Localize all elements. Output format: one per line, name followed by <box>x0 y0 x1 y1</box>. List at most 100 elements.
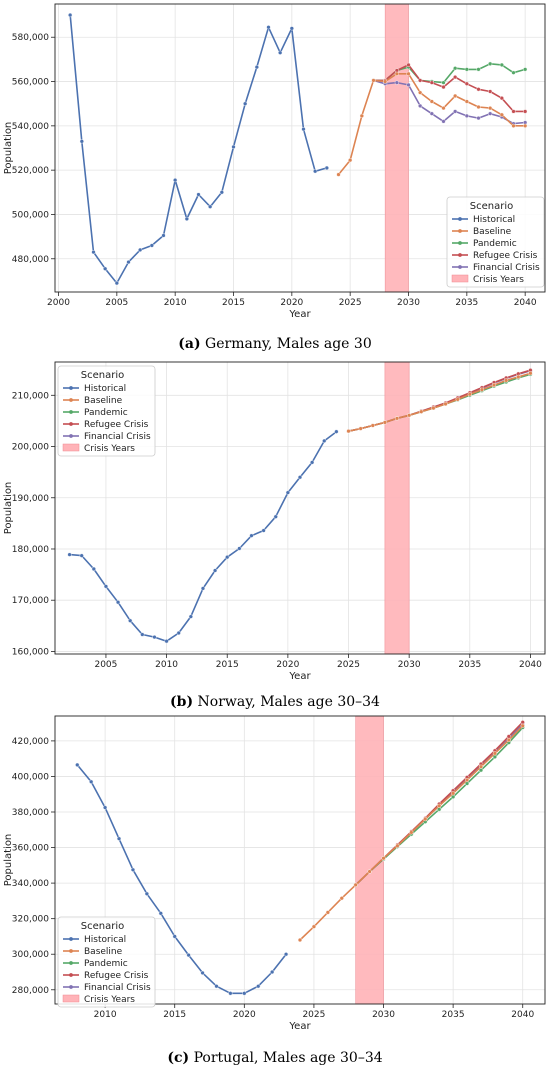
legend-marker-refugee-crisis <box>458 253 462 257</box>
chart-panel-germany: 2000 2005 2010 2015 2020 2025 2030 2035 2040 480,… <box>0 0 550 360</box>
data-point <box>528 371 533 376</box>
data-point <box>488 106 493 111</box>
data-point <box>441 84 446 90</box>
x-tick-label: 2040 <box>519 660 542 670</box>
data-point <box>126 259 131 265</box>
data-point <box>242 991 247 996</box>
legend-label-pandemic: Pandemic <box>473 239 517 249</box>
data-point <box>188 614 193 619</box>
data-point <box>511 123 516 128</box>
legend-label-crisis-years: Crisis Years <box>84 995 135 1005</box>
legend-label-financial-crisis: Financial Crisis <box>84 432 151 442</box>
data-point <box>476 67 481 72</box>
data-point <box>91 250 96 255</box>
data-point <box>419 409 424 414</box>
caption-germany: (a) Germany, Males age 30 <box>0 336 550 352</box>
y-tick-label: 320,000 <box>12 915 49 925</box>
chart-panel-portugal: 2010 2015 2020 2025 2030 2035 2040 280,000 300,0… <box>0 712 550 1073</box>
legend-marker-financial-crisis <box>69 985 73 989</box>
legend-label-refugee-crisis: Refugee Crisis <box>84 420 149 430</box>
x-tick-label: 2010 <box>94 1010 117 1020</box>
y-tick-label: 200,000 <box>12 443 49 453</box>
caption-norway: (b) Norway, Males age 30–34 <box>0 694 550 710</box>
data-point <box>429 99 434 104</box>
plot-frame <box>54 3 546 293</box>
caption-text: Norway, Males age 30–34 <box>193 694 380 710</box>
data-point <box>231 144 236 149</box>
y-tick-label: 170,000 <box>12 596 49 606</box>
x-tick-label: 2015 <box>222 298 245 308</box>
data-point <box>270 969 275 975</box>
data-point <box>431 406 436 411</box>
data-point <box>491 382 497 388</box>
data-point <box>115 600 121 605</box>
x-tick-label: 2020 <box>233 1010 256 1020</box>
data-point <box>516 374 521 379</box>
x-tick-label: 2025 <box>337 660 360 670</box>
data-point <box>394 80 399 85</box>
data-point <box>359 113 364 118</box>
legend-marker-financial-crisis <box>458 265 462 269</box>
data-point <box>488 61 493 66</box>
data-point <box>520 720 525 725</box>
data-point <box>429 80 434 85</box>
data-point <box>499 112 504 117</box>
series-baseline <box>346 371 533 434</box>
data-point <box>523 67 528 72</box>
x-tick-label: 2020 <box>276 660 299 670</box>
legend-title: Scenario <box>81 921 124 932</box>
y-tick-label: 210,000 <box>12 391 49 401</box>
data-point <box>339 896 344 901</box>
legend-label-financial-crisis: Financial Crisis <box>84 983 151 993</box>
series-line-baseline <box>337 73 526 176</box>
data-point <box>499 96 504 101</box>
x-tick-label: 2035 <box>458 660 481 670</box>
data-point <box>441 106 446 111</box>
data-point <box>336 172 341 177</box>
legend-marker-baseline <box>69 398 73 402</box>
data-point <box>464 113 469 118</box>
legend-label-refugee-crisis: Refugee Crisis <box>84 971 149 981</box>
series-line-pandemic <box>348 373 531 432</box>
data-point <box>130 867 136 872</box>
y-tick-label: 380,000 <box>12 808 49 818</box>
legend-swatch-crisis-years <box>451 274 469 283</box>
data-point <box>158 911 163 916</box>
data-point <box>68 12 73 18</box>
legend: Scenario Historical Baseline Pandemic Refuge… <box>446 196 545 288</box>
data-point <box>476 115 481 121</box>
data-point <box>310 460 315 465</box>
data-point <box>172 934 177 939</box>
y-tick-label: 180,000 <box>12 545 49 555</box>
y-axis-label: Population <box>3 122 14 175</box>
data-point <box>453 66 458 71</box>
data-point <box>406 82 411 87</box>
data-point <box>128 618 133 623</box>
data-point <box>464 99 469 104</box>
caption-letter: (c) <box>167 1050 190 1066</box>
x-axis-label: Year <box>288 671 311 682</box>
x-tick-label: 2005 <box>94 660 117 670</box>
data-point <box>367 869 372 874</box>
plot-frame <box>54 715 546 1005</box>
data-point <box>278 50 283 55</box>
data-point <box>164 639 169 644</box>
data-point <box>334 429 339 434</box>
x-tick-label: 2005 <box>105 298 128 308</box>
data-point <box>476 104 481 110</box>
caption-letter: (b) <box>170 694 194 710</box>
x-tick-label: 2010 <box>164 298 187 308</box>
data-point <box>464 777 470 783</box>
data-point <box>418 103 423 109</box>
series-line-refugee-crisis <box>373 64 526 113</box>
data-point <box>520 723 525 728</box>
data-point <box>370 423 375 428</box>
data-point <box>173 178 178 183</box>
data-point <box>394 416 400 421</box>
y-tick-label: 280,000 <box>12 986 49 996</box>
legend-box <box>57 916 156 1008</box>
data-point <box>418 90 423 95</box>
data-point <box>184 216 189 221</box>
data-point <box>348 158 353 163</box>
data-point <box>249 533 254 538</box>
